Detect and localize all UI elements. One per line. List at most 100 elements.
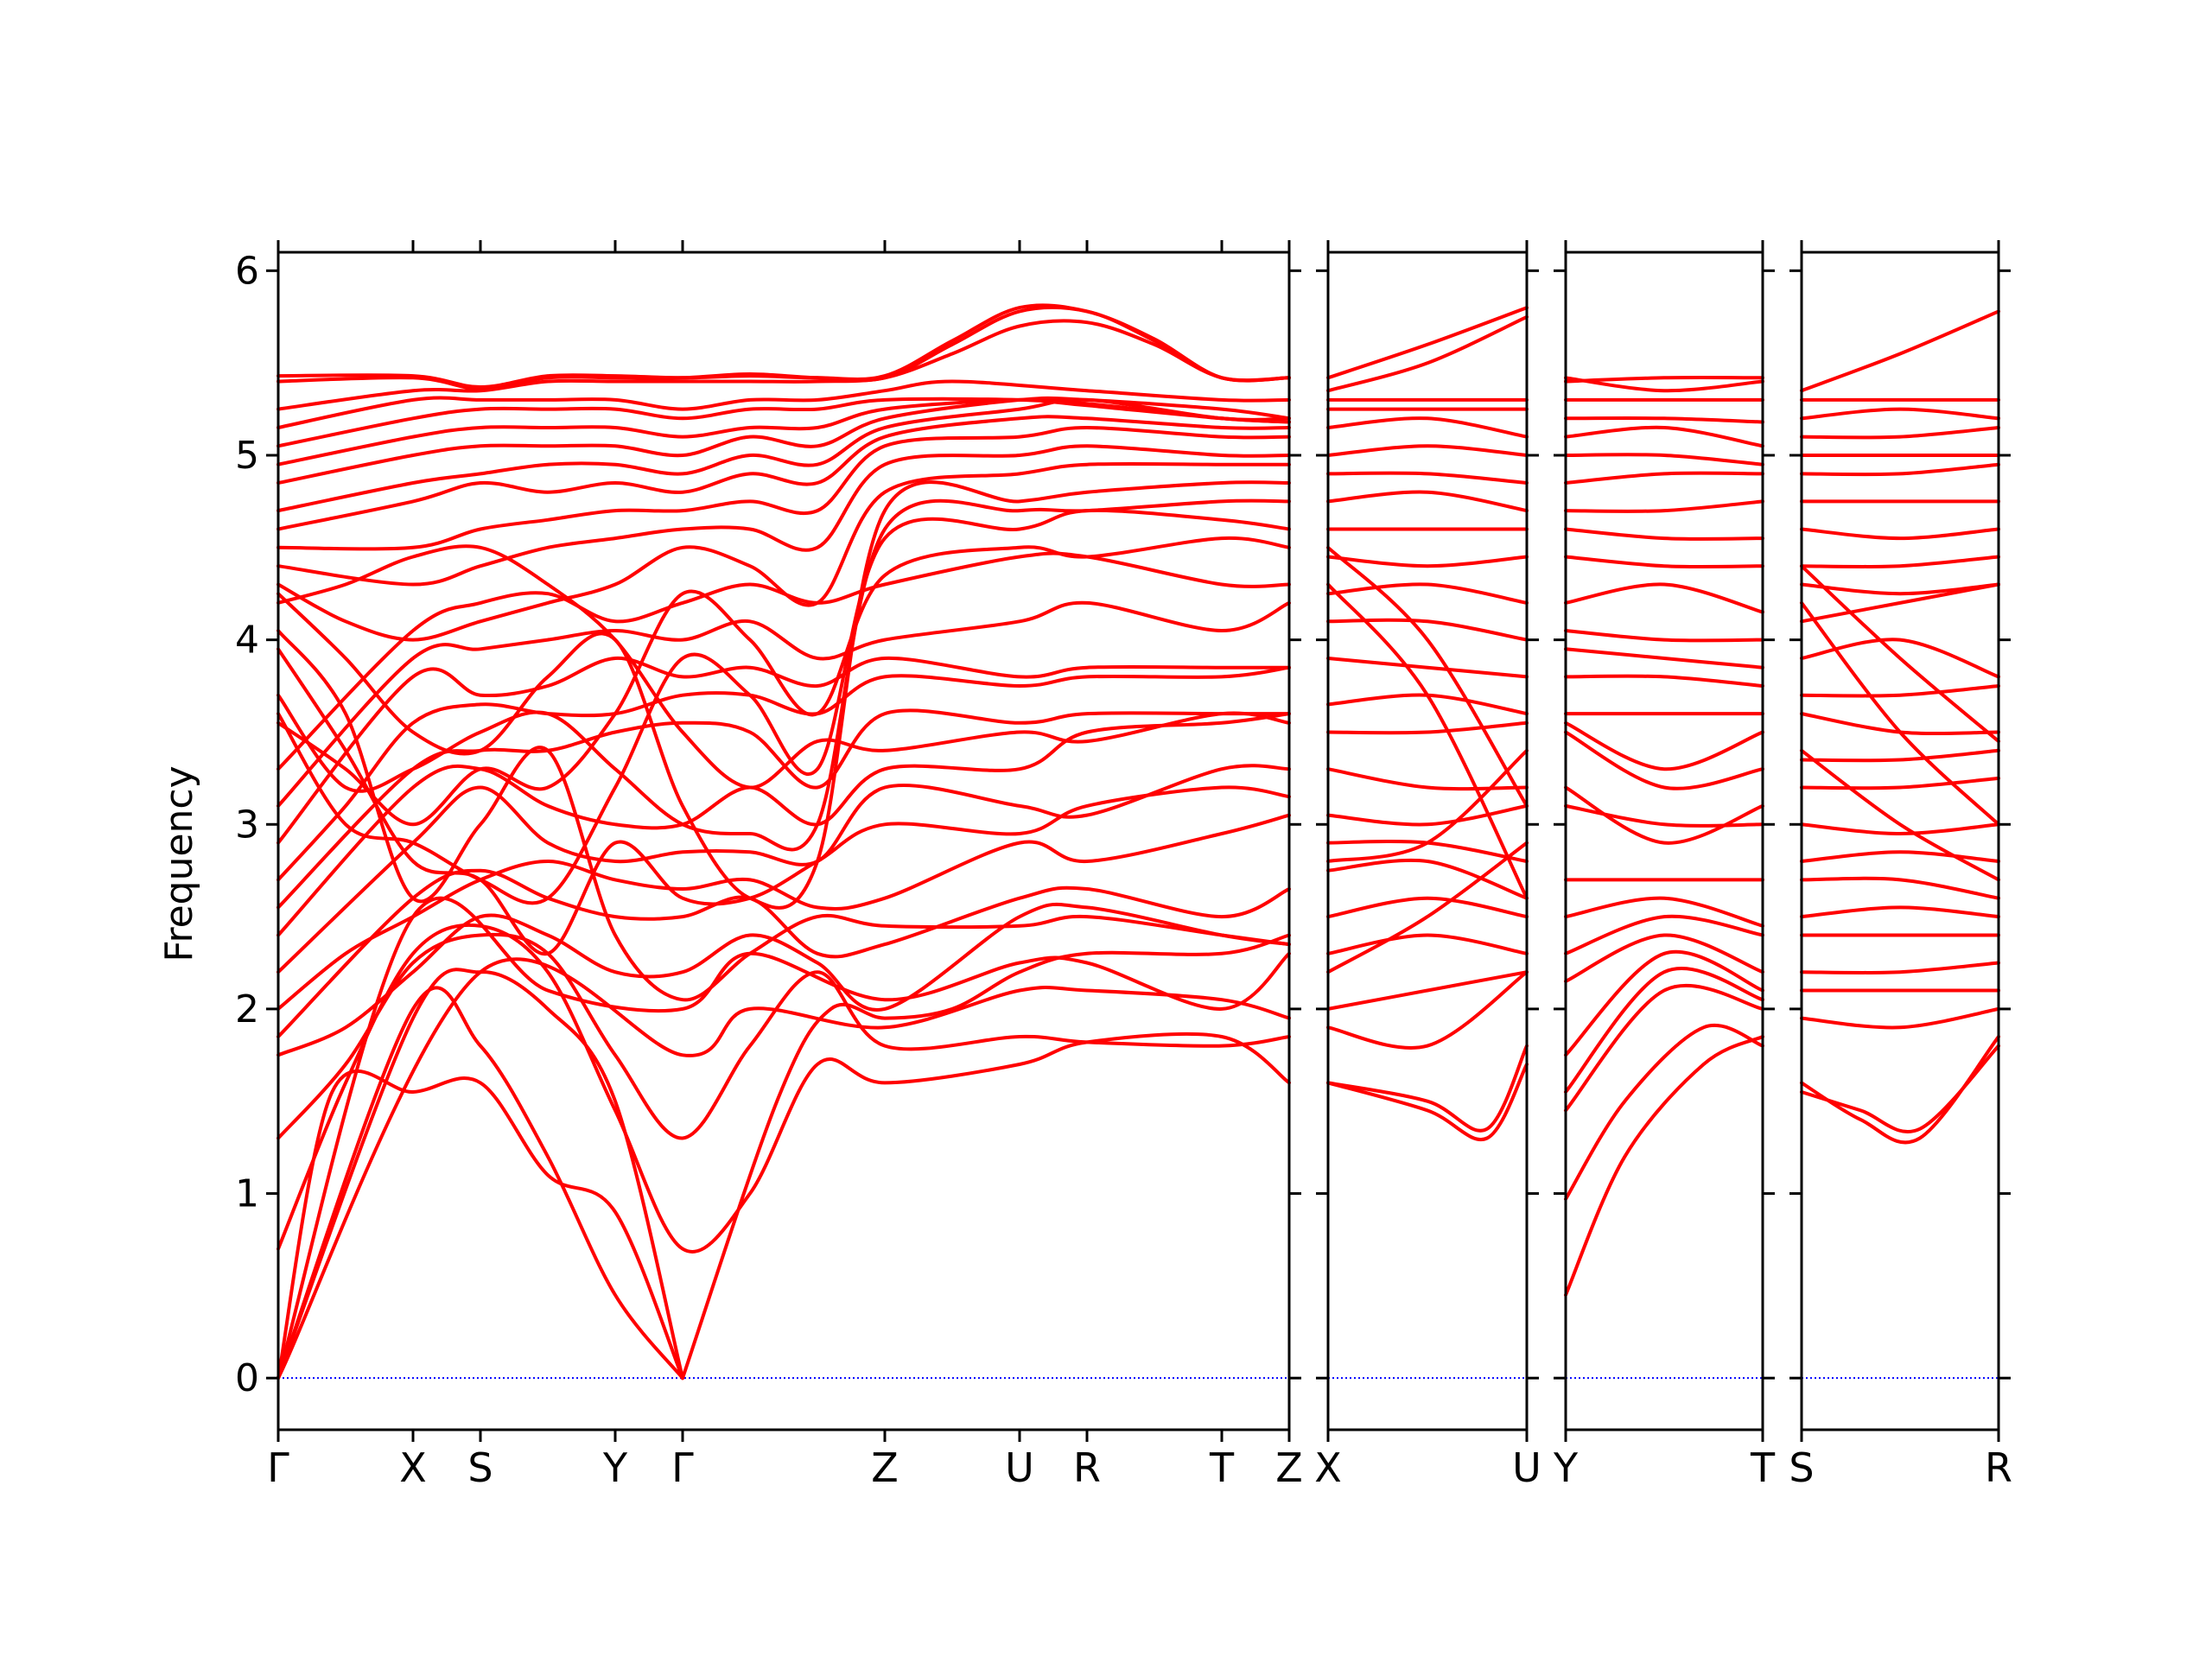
band-line (1564, 730, 1764, 790)
band-line (276, 551, 1291, 771)
band-line (1564, 582, 1764, 614)
band-line (276, 813, 1291, 1011)
band-line (1326, 1044, 1529, 1133)
panel-frame (1800, 251, 2000, 1431)
band-line (276, 397, 1291, 448)
band-line (1800, 638, 2000, 679)
y-tick-label: 4 (235, 619, 259, 663)
x-tick-label: Y (602, 1444, 628, 1491)
band-line (1564, 375, 1764, 384)
band-line (1326, 582, 1529, 605)
x-tick-label: Z (871, 1444, 899, 1491)
panel-frame (1564, 251, 1764, 1431)
x-tick-label: T (1750, 1444, 1776, 1491)
band-line (1326, 720, 1529, 735)
band-line (276, 319, 1291, 411)
band-line (1564, 647, 1764, 670)
band-line (1800, 684, 2000, 698)
band-line (1564, 914, 1764, 955)
band-line (1800, 309, 2000, 393)
band-line (1564, 453, 1764, 467)
band-line (1800, 582, 2000, 624)
band-line (276, 426, 1291, 551)
band-line (1800, 748, 2000, 763)
band-line (1800, 905, 2000, 919)
band-line (1564, 803, 1764, 828)
band-line (276, 508, 1291, 905)
band-line (276, 665, 1291, 882)
band-line (1326, 933, 1529, 955)
band-line (1800, 850, 2000, 863)
band-line (1564, 1035, 1764, 1297)
band-line (276, 600, 1291, 808)
band-line (1564, 1024, 1764, 1201)
x-tick-label: S (1789, 1444, 1814, 1491)
band-line (1326, 490, 1529, 513)
band-line (1326, 314, 1529, 393)
band-line (276, 708, 1291, 910)
x-tick-label: U (1512, 1444, 1541, 1491)
band-line (276, 1069, 684, 1381)
band-line (1326, 582, 1529, 900)
band-line (1800, 564, 2000, 744)
band-line (1564, 933, 1764, 983)
y-tick-label: 5 (235, 434, 259, 478)
band-line (276, 764, 1291, 974)
band-line (1326, 970, 1529, 1011)
band-line (276, 656, 1291, 845)
band-line (276, 480, 1291, 910)
band-line (681, 933, 1291, 1381)
band-line (1564, 376, 1764, 393)
band-line (1800, 555, 2000, 568)
band-line (1564, 555, 1764, 568)
band-line (1800, 527, 2000, 541)
band-line (276, 498, 1291, 852)
panel-frame (276, 251, 1291, 1431)
band-line (1564, 896, 1764, 928)
band-line (276, 902, 1291, 1057)
band-line (1564, 949, 1764, 1057)
band-line (276, 536, 1291, 827)
band-line (276, 896, 1291, 1381)
x-tick-label: Γ (671, 1444, 694, 1491)
band-line (276, 461, 1291, 642)
band-line (1564, 967, 1764, 1094)
x-tick-label: X (1314, 1444, 1342, 1491)
x-tick-label: T (1209, 1444, 1235, 1491)
band-line (1564, 720, 1764, 771)
x-tick-label: Γ (267, 1444, 289, 1491)
band-line (1326, 767, 1529, 791)
band-line (1326, 657, 1529, 679)
axes-frames (276, 251, 2000, 1431)
band-line (1326, 444, 1529, 457)
band-line (276, 629, 1291, 1002)
band-line (276, 396, 1291, 485)
band-line (1564, 629, 1764, 643)
band-line (1564, 527, 1764, 541)
band-line (1800, 876, 2000, 900)
y-tick-label: 3 (235, 803, 259, 847)
band-line (276, 544, 1291, 790)
band-line (1800, 407, 2000, 421)
x-tick-label: U (1005, 1444, 1034, 1491)
band-line (276, 397, 1291, 467)
band-line (276, 923, 1291, 1254)
band-line (1326, 896, 1529, 919)
band-line (1326, 970, 1529, 1050)
band-line (276, 647, 1291, 955)
y-axis-label: Frequency (157, 765, 201, 962)
band-line (1800, 822, 2000, 835)
band-line (276, 968, 684, 1381)
band-line (1564, 499, 1764, 513)
band-line (1564, 425, 1764, 448)
band-line (1326, 841, 1529, 974)
band-line (1564, 785, 1764, 845)
band-line (1326, 555, 1529, 568)
x-tick-label: Z (1275, 1444, 1303, 1491)
band-line (276, 932, 1291, 1140)
x-tick-label: Y (1553, 1444, 1579, 1491)
band-line (1326, 858, 1529, 900)
band-line (276, 379, 1291, 429)
